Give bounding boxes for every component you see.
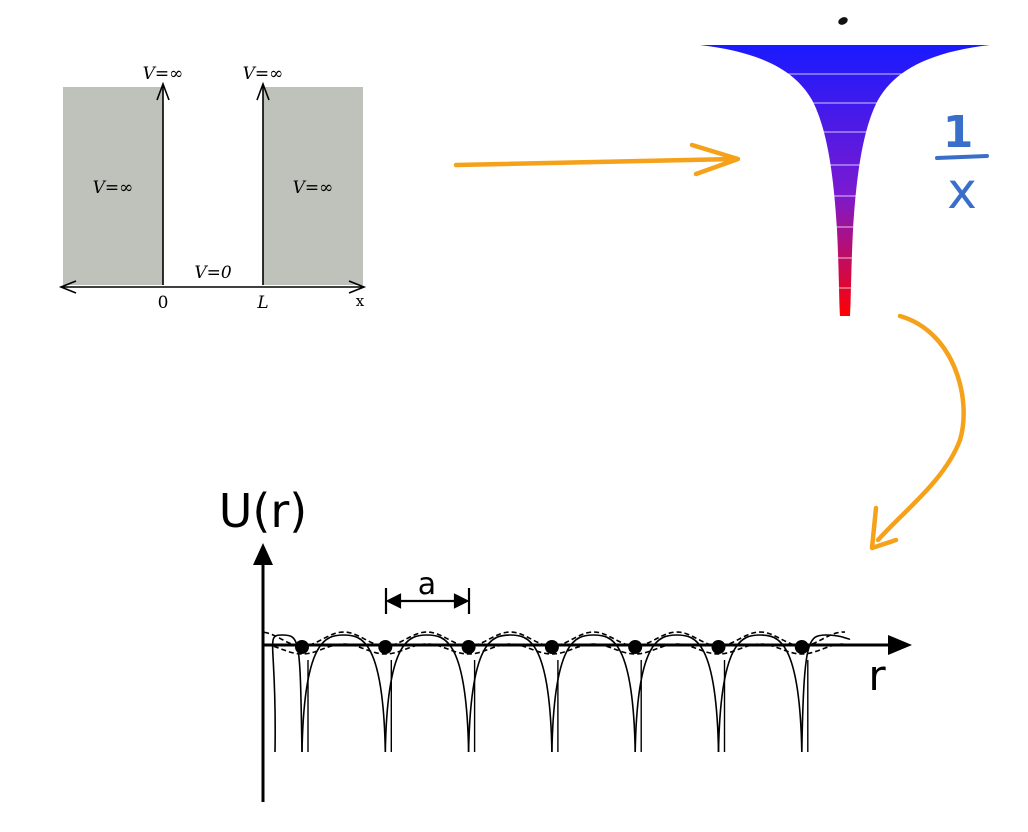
potential-well-curve <box>384 634 470 753</box>
right-top-label: V=∞ <box>243 64 284 84</box>
orange-arrow-down <box>869 313 966 551</box>
periodic-potential-diagram: U(r) r a <box>219 484 912 802</box>
r-axis-arrowhead <box>888 635 912 655</box>
orange-arrow-right <box>453 142 741 177</box>
left-region-label: V=∞ <box>93 178 134 198</box>
lattice-atom <box>711 640 726 654</box>
bottom-label: V=0 <box>194 263 232 283</box>
funnel-surface <box>700 45 990 316</box>
handwritten-fraction-bar <box>935 154 989 160</box>
left-top-label: V=∞ <box>143 64 184 84</box>
spacing-label: a <box>418 567 436 602</box>
x-axis-label: x <box>356 292 365 310</box>
y-axis-arrowhead <box>253 543 273 565</box>
x-axis-left-arrowhead <box>58 280 77 294</box>
handwritten-numerator: 1 <box>943 107 974 158</box>
tick-L-label: L <box>256 293 268 313</box>
left-infinite-region <box>63 87 163 285</box>
right-wall-arrowhead <box>256 81 270 101</box>
lattice-atom <box>461 640 476 654</box>
potential-wells <box>271 634 851 753</box>
infinite-well-diagram: V=∞ V=∞ V=∞ V=∞ V=0 0 L x <box>58 64 367 313</box>
y-axis-label: U(r) <box>219 484 307 538</box>
lattice-atoms <box>295 640 809 654</box>
funnel-contour-lines <box>770 73 920 289</box>
tick-zero-label: 0 <box>158 293 169 313</box>
right-infinite-region <box>263 87 363 285</box>
particle-dot <box>838 17 848 25</box>
left-wall-arrowhead <box>156 81 170 101</box>
potential-well-curve <box>467 634 553 753</box>
lattice-atom <box>544 640 559 654</box>
right-region-label: V=∞ <box>293 178 334 198</box>
lattice-atom <box>628 640 643 654</box>
r-axis-label: r <box>868 651 886 700</box>
lattice-atom <box>378 640 393 654</box>
handwritten-denominator: x <box>947 162 977 220</box>
potential-well-curve <box>634 634 720 753</box>
x-axis-right-arrowhead <box>348 280 367 294</box>
potential-well-curve <box>301 634 387 753</box>
potential-well-curve <box>717 634 803 753</box>
lattice-atom <box>794 640 809 654</box>
potential-well-curve <box>801 634 851 753</box>
lattice-atom <box>295 640 309 654</box>
funnel-potential-well <box>700 17 990 316</box>
potential-well-curve <box>551 634 636 753</box>
handwritten-one-over-x: 1 x <box>935 107 989 220</box>
lattice-spacing-marker <box>384 588 471 614</box>
potential-well-curve <box>271 634 303 753</box>
